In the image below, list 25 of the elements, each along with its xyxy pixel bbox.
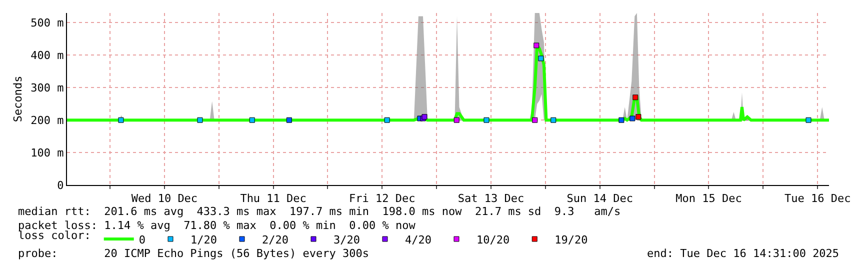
y-tick-label: 300 m [30,81,64,94]
y-tick-label: 100 m [30,146,64,160]
x-tick-label: Sun 14 Dec [566,192,633,206]
text: median rtt: 201.6 ms avg 433.3 ms max 197.7 ms min 198.0 ms now 21.7 ms sd 9.3 am/s [18,205,621,218]
y-tick-label: 200 m [30,114,64,127]
y-axis-title: Seconds [11,76,24,122]
legend-label: 2/20 [262,233,288,246]
legend-label: 3/20 [333,233,360,246]
y-tick-label: 400 m [30,49,64,62]
x-tick-label: Sat 13 Dec [458,192,524,206]
text: probe: 20 ICMP Echo Pings (56 Bytes) every 300s [18,247,369,260]
x-tick-label: Tue 16 Dec [784,192,851,206]
legend-label: 4/20 [404,233,432,246]
x-tick-label: Mon 15 Dec [676,192,742,206]
text: packet loss: 1.14 % avg 71.80 % max 0.00 % min 0.00 % now [18,219,416,232]
y-tick-label: 500 m [30,16,64,30]
legend-label: 1/20 [190,233,217,246]
legend-label: 10/20 [476,233,510,246]
x-tick-label: Fri 12 Dec [349,192,416,206]
legend-label: 0 [138,233,146,246]
legend-label: 19/20 [554,233,588,246]
y-tick-label: 0 [57,178,64,192]
text: end: Tue Dec 16 14:31:00 2025 [647,247,840,260]
x-tick-label: Wed 10 Dec [131,192,198,206]
x-tick-label: Thu 11 Dec [240,192,306,206]
